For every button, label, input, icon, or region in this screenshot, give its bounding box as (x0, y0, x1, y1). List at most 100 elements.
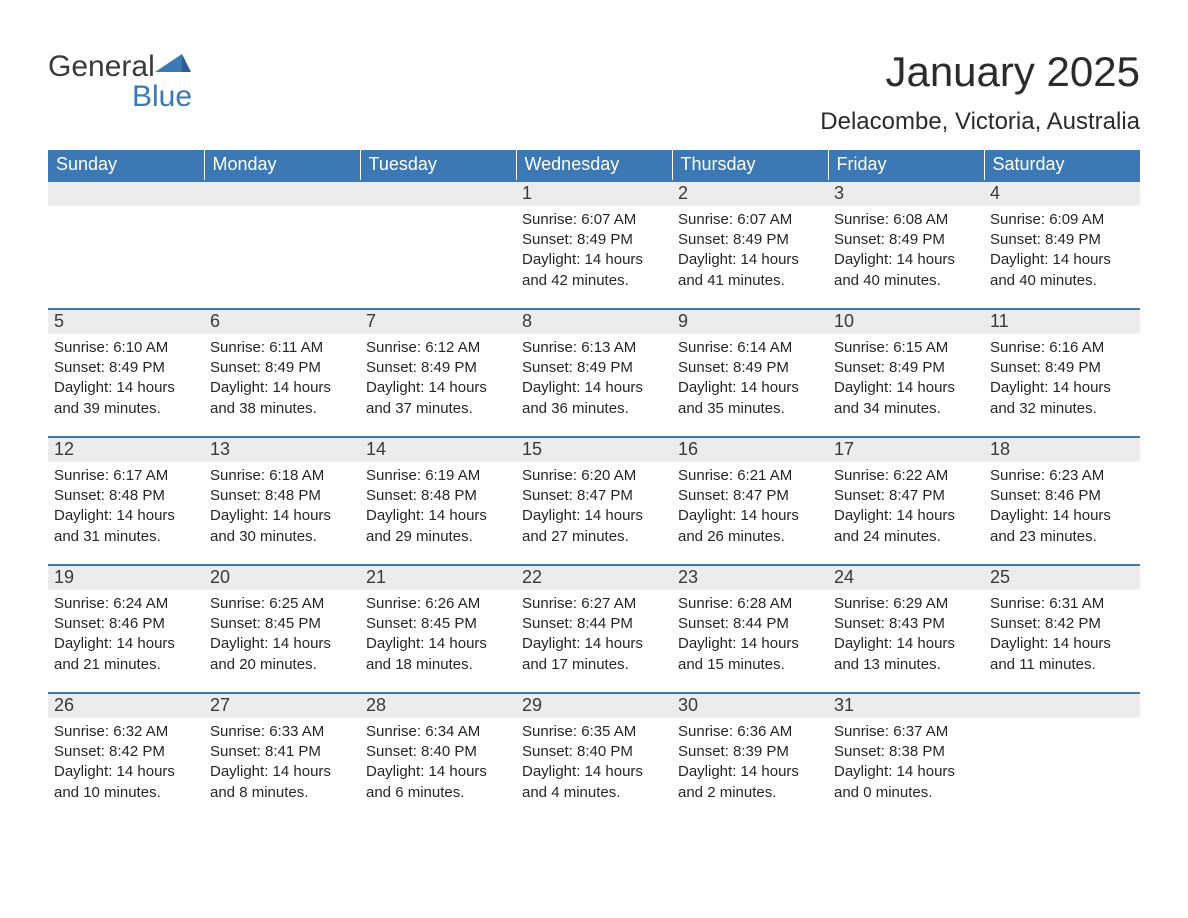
sunrise-text: Sunrise: 6:37 AM (834, 722, 978, 742)
sunset-text: Sunset: 8:40 PM (366, 742, 510, 762)
day-body: Sunrise: 6:10 AMSunset: 8:49 PMDaylight:… (48, 334, 204, 423)
sunrise-text: Sunrise: 6:20 AM (522, 466, 666, 486)
daylight-text: Daylight: 14 hours and 35 minutes. (678, 378, 822, 419)
sunset-text: Sunset: 8:49 PM (834, 230, 978, 250)
sunrise-text: Sunrise: 6:22 AM (834, 466, 978, 486)
sunset-text: Sunset: 8:47 PM (834, 486, 978, 506)
day-body: Sunrise: 6:13 AMSunset: 8:49 PMDaylight:… (516, 334, 672, 423)
sunrise-text: Sunrise: 6:18 AM (210, 466, 354, 486)
day-body: Sunrise: 6:33 AMSunset: 8:41 PMDaylight:… (204, 718, 360, 807)
daylight-text: Daylight: 14 hours and 24 minutes. (834, 506, 978, 547)
sunset-text: Sunset: 8:39 PM (678, 742, 822, 762)
weekday-header: Friday (828, 150, 984, 180)
sunrise-text: Sunrise: 6:34 AM (366, 722, 510, 742)
calendar-day-cell: 17Sunrise: 6:22 AMSunset: 8:47 PMDayligh… (828, 436, 984, 564)
day-number: 16 (672, 436, 828, 462)
daylight-text: Daylight: 14 hours and 29 minutes. (366, 506, 510, 547)
day-body: Sunrise: 6:07 AMSunset: 8:49 PMDaylight:… (672, 206, 828, 295)
day-body: Sunrise: 6:19 AMSunset: 8:48 PMDaylight:… (360, 462, 516, 551)
calendar-week-row: 5Sunrise: 6:10 AMSunset: 8:49 PMDaylight… (48, 308, 1140, 436)
sunset-text: Sunset: 8:46 PM (54, 614, 198, 634)
sunset-text: Sunset: 8:41 PM (210, 742, 354, 762)
calendar-day-cell: 30Sunrise: 6:36 AMSunset: 8:39 PMDayligh… (672, 692, 828, 820)
day-body: Sunrise: 6:16 AMSunset: 8:49 PMDaylight:… (984, 334, 1140, 423)
sunrise-text: Sunrise: 6:14 AM (678, 338, 822, 358)
weekday-header: Saturday (984, 150, 1140, 180)
daylight-text: Daylight: 14 hours and 0 minutes. (834, 762, 978, 803)
calendar-table: Sunday Monday Tuesday Wednesday Thursday… (48, 150, 1140, 820)
calendar-day-cell: 19Sunrise: 6:24 AMSunset: 8:46 PMDayligh… (48, 564, 204, 692)
sunrise-text: Sunrise: 6:16 AM (990, 338, 1134, 358)
sunset-text: Sunset: 8:49 PM (834, 358, 978, 378)
calendar-day-cell: 27Sunrise: 6:33 AMSunset: 8:41 PMDayligh… (204, 692, 360, 820)
weekday-header: Wednesday (516, 150, 672, 180)
sunset-text: Sunset: 8:49 PM (54, 358, 198, 378)
sunrise-text: Sunrise: 6:23 AM (990, 466, 1134, 486)
calendar-day-cell (48, 180, 204, 308)
day-number: 6 (204, 308, 360, 334)
day-body: Sunrise: 6:24 AMSunset: 8:46 PMDaylight:… (48, 590, 204, 679)
daylight-text: Daylight: 14 hours and 37 minutes. (366, 378, 510, 419)
daylight-text: Daylight: 14 hours and 27 minutes. (522, 506, 666, 547)
header-row: General Blue January 2025 Delacombe, Vic… (48, 50, 1140, 136)
calendar-day-cell: 12Sunrise: 6:17 AMSunset: 8:48 PMDayligh… (48, 436, 204, 564)
day-body: Sunrise: 6:18 AMSunset: 8:48 PMDaylight:… (204, 462, 360, 551)
day-number (204, 180, 360, 206)
flag-icon (155, 50, 191, 76)
sunrise-text: Sunrise: 6:36 AM (678, 722, 822, 742)
sunrise-text: Sunrise: 6:10 AM (54, 338, 198, 358)
day-body: Sunrise: 6:25 AMSunset: 8:45 PMDaylight:… (204, 590, 360, 679)
sunset-text: Sunset: 8:49 PM (990, 358, 1134, 378)
sunrise-text: Sunrise: 6:25 AM (210, 594, 354, 614)
day-number: 31 (828, 692, 984, 718)
sunset-text: Sunset: 8:43 PM (834, 614, 978, 634)
calendar-day-cell: 22Sunrise: 6:27 AMSunset: 8:44 PMDayligh… (516, 564, 672, 692)
day-number: 3 (828, 180, 984, 206)
daylight-text: Daylight: 14 hours and 41 minutes. (678, 250, 822, 291)
calendar-day-cell: 18Sunrise: 6:23 AMSunset: 8:46 PMDayligh… (984, 436, 1140, 564)
day-number: 26 (48, 692, 204, 718)
daylight-text: Daylight: 14 hours and 6 minutes. (366, 762, 510, 803)
daylight-text: Daylight: 14 hours and 42 minutes. (522, 250, 666, 291)
calendar-day-cell: 11Sunrise: 6:16 AMSunset: 8:49 PMDayligh… (984, 308, 1140, 436)
day-number: 8 (516, 308, 672, 334)
day-number: 22 (516, 564, 672, 590)
calendar-week-row: 12Sunrise: 6:17 AMSunset: 8:48 PMDayligh… (48, 436, 1140, 564)
sunrise-text: Sunrise: 6:26 AM (366, 594, 510, 614)
day-number: 2 (672, 180, 828, 206)
sunset-text: Sunset: 8:49 PM (678, 358, 822, 378)
sunrise-text: Sunrise: 6:12 AM (366, 338, 510, 358)
sunrise-text: Sunrise: 6:24 AM (54, 594, 198, 614)
day-body: Sunrise: 6:15 AMSunset: 8:49 PMDaylight:… (828, 334, 984, 423)
sunset-text: Sunset: 8:42 PM (54, 742, 198, 762)
daylight-text: Daylight: 14 hours and 31 minutes. (54, 506, 198, 547)
calendar-day-cell: 1Sunrise: 6:07 AMSunset: 8:49 PMDaylight… (516, 180, 672, 308)
calendar-day-cell: 21Sunrise: 6:26 AMSunset: 8:45 PMDayligh… (360, 564, 516, 692)
day-body: Sunrise: 6:26 AMSunset: 8:45 PMDaylight:… (360, 590, 516, 679)
sunset-text: Sunset: 8:49 PM (366, 358, 510, 378)
daylight-text: Daylight: 14 hours and 32 minutes. (990, 378, 1134, 419)
daylight-text: Daylight: 14 hours and 20 minutes. (210, 634, 354, 675)
title-block: January 2025 Delacombe, Victoria, Austra… (820, 50, 1140, 136)
day-number: 13 (204, 436, 360, 462)
sunrise-text: Sunrise: 6:35 AM (522, 722, 666, 742)
day-number: 1 (516, 180, 672, 206)
weekday-header: Sunday (48, 150, 204, 180)
day-body: Sunrise: 6:11 AMSunset: 8:49 PMDaylight:… (204, 334, 360, 423)
sunrise-text: Sunrise: 6:19 AM (366, 466, 510, 486)
day-number: 11 (984, 308, 1140, 334)
day-number: 19 (48, 564, 204, 590)
daylight-text: Daylight: 14 hours and 10 minutes. (54, 762, 198, 803)
day-body: Sunrise: 6:17 AMSunset: 8:48 PMDaylight:… (48, 462, 204, 551)
calendar-week-row: 1Sunrise: 6:07 AMSunset: 8:49 PMDaylight… (48, 180, 1140, 308)
calendar-day-cell: 8Sunrise: 6:13 AMSunset: 8:49 PMDaylight… (516, 308, 672, 436)
daylight-text: Daylight: 14 hours and 23 minutes. (990, 506, 1134, 547)
day-number: 23 (672, 564, 828, 590)
sunrise-text: Sunrise: 6:08 AM (834, 210, 978, 230)
day-body (204, 206, 360, 214)
day-body: Sunrise: 6:35 AMSunset: 8:40 PMDaylight:… (516, 718, 672, 807)
sunset-text: Sunset: 8:49 PM (990, 230, 1134, 250)
day-body: Sunrise: 6:23 AMSunset: 8:46 PMDaylight:… (984, 462, 1140, 551)
calendar-day-cell: 16Sunrise: 6:21 AMSunset: 8:47 PMDayligh… (672, 436, 828, 564)
day-number (984, 692, 1140, 718)
